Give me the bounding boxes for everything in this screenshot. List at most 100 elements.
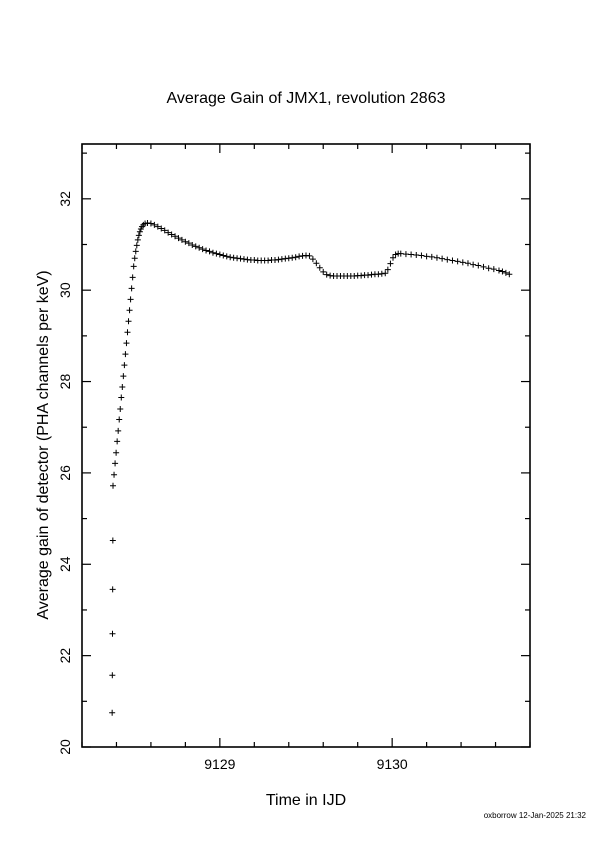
data-point [109, 630, 116, 637]
data-point [502, 269, 509, 276]
data-point [220, 252, 227, 259]
data-point [292, 254, 299, 261]
data-point [116, 416, 123, 423]
data-point [506, 271, 513, 278]
data-point [151, 221, 158, 228]
data-point [439, 255, 446, 262]
data-point [115, 427, 122, 434]
data-point [122, 351, 129, 358]
data-point [182, 238, 189, 245]
data-point [109, 537, 116, 544]
data-point [323, 271, 330, 278]
axis-tick-labels: 20 22 24 26 28 30 32 9129 9130 [57, 191, 408, 772]
data-point [123, 340, 130, 347]
y-tick-label: 28 [57, 374, 73, 390]
footer-stamp: oxborrow 12-Jan-2025 21:32 [484, 811, 587, 820]
data-point [125, 318, 132, 325]
data-point [112, 460, 119, 467]
data-point [464, 260, 471, 267]
data-point [172, 233, 179, 240]
y-tick-label: 24 [57, 556, 73, 572]
data-point [185, 240, 192, 247]
plot-frame [81, 143, 531, 748]
data-point [316, 264, 323, 271]
data-point [418, 252, 425, 259]
data-point [490, 266, 497, 273]
data-point [382, 270, 389, 277]
data-point [495, 267, 502, 274]
data-point [408, 251, 415, 258]
data-point [117, 405, 124, 412]
data-point [158, 225, 165, 232]
data-point [470, 261, 477, 268]
data-point [475, 262, 482, 269]
data-point [126, 307, 133, 314]
data-point [168, 231, 175, 238]
data-point [480, 263, 487, 270]
data-point [196, 244, 203, 251]
y-tick-label: 22 [57, 648, 73, 664]
data-point [127, 296, 134, 303]
data-point [128, 285, 135, 292]
data-point [119, 384, 126, 391]
data-point [390, 254, 397, 261]
data-point [118, 394, 125, 401]
data-point [109, 586, 116, 593]
data-point [485, 265, 492, 272]
data-point [189, 241, 196, 248]
y-tick-label: 30 [57, 282, 73, 298]
data-point [433, 254, 440, 261]
data-point [384, 266, 391, 273]
data-point [131, 255, 138, 262]
data-point [428, 253, 435, 260]
chart-title: Average Gain of JMX1, revolution 2863 [167, 90, 446, 107]
x-tick-label: 9129 [204, 756, 235, 772]
data-point [124, 329, 131, 336]
data-point [136, 228, 143, 235]
data-point [192, 243, 199, 250]
data-point [109, 709, 116, 716]
y-axis-label: Average gain of detector (PHA channels p… [35, 270, 52, 619]
data-point [199, 246, 206, 253]
y-tick-label: 32 [57, 191, 73, 207]
axis-ticks [81, 144, 531, 748]
data-point [309, 256, 316, 263]
data-point [130, 263, 137, 270]
data-point [110, 482, 117, 489]
y-tick-label: 20 [57, 739, 73, 755]
data-point [392, 251, 399, 258]
data-point [313, 260, 320, 267]
data-point [499, 268, 506, 275]
data-point [397, 250, 404, 257]
data-point [133, 242, 140, 249]
data-point [178, 236, 185, 243]
data-point [320, 268, 327, 275]
data-point [175, 235, 182, 242]
data-point [113, 449, 120, 456]
data-point [165, 229, 172, 236]
data-point [135, 232, 142, 239]
data-point [154, 223, 161, 230]
data-point [203, 247, 210, 254]
data-point [121, 362, 128, 369]
data-point [387, 260, 394, 267]
y-tick-label: 26 [57, 465, 73, 481]
data-point [209, 249, 216, 256]
data-point [402, 251, 409, 258]
data-point [449, 257, 456, 264]
data-point [161, 227, 168, 234]
data-point [223, 253, 230, 260]
data-point [120, 373, 127, 380]
data-point [147, 220, 154, 227]
data-point [213, 250, 220, 257]
data-point [111, 471, 118, 478]
data-point [306, 252, 313, 259]
data-point [444, 256, 451, 263]
data-point [206, 248, 213, 255]
data-point [413, 252, 420, 259]
data-point [109, 672, 116, 679]
data-point [129, 274, 136, 281]
data-point [114, 438, 121, 445]
data-point [454, 258, 461, 265]
